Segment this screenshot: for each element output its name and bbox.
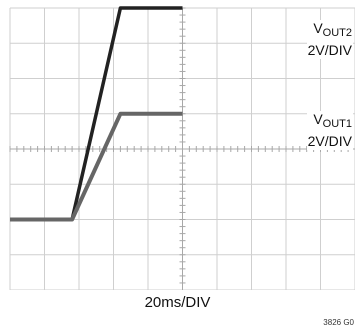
figure-id: 3826 G0 xyxy=(323,318,354,327)
series-scale-vout1: 2V/DIV xyxy=(307,133,352,149)
series-name-vout1: VOUT1 xyxy=(313,111,352,130)
series-scale-vout2: 2V/DIV xyxy=(307,42,352,58)
traces xyxy=(10,6,183,222)
oscilloscope-plot xyxy=(9,6,355,290)
series-name-vout2: VOUT2 xyxy=(313,20,352,39)
grid xyxy=(9,7,355,290)
series-label-vout2: VOUT2 2V/DIV xyxy=(306,20,353,59)
series-label-vout1: VOUT1 2V/DIV xyxy=(306,111,353,150)
trace-out1 xyxy=(10,111,183,222)
x-axis-label: 20ms/DIV xyxy=(144,294,211,311)
